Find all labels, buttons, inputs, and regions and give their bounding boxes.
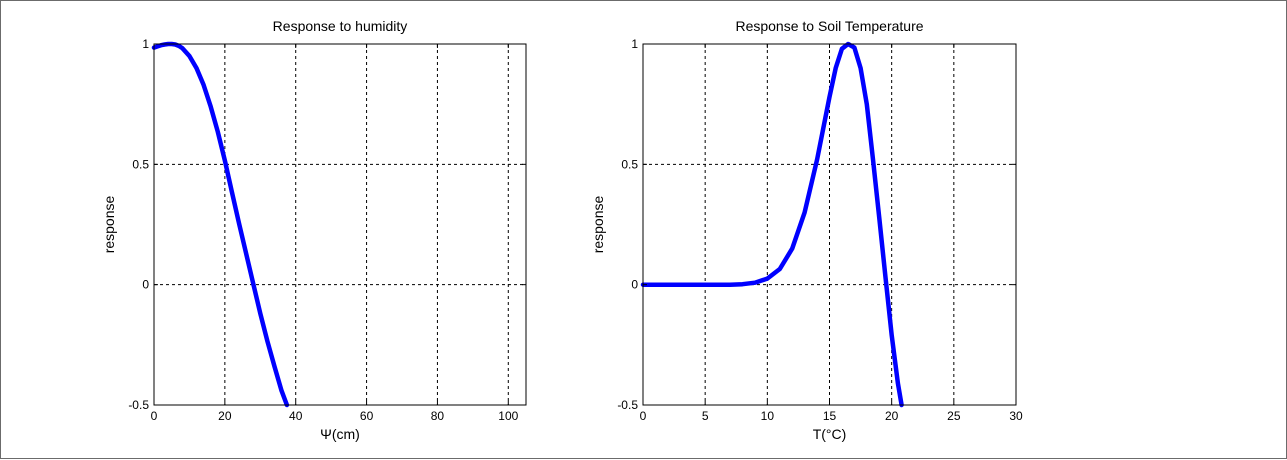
chart-1-xtick-label: 80	[431, 409, 445, 423]
chart-2-series-line	[640, 41, 904, 408]
chart-1-ytick-label: 0.5	[132, 157, 149, 171]
chart-1-xtick-label: 60	[360, 409, 374, 423]
chart-1-axes-box	[153, 43, 527, 406]
chart-2-title: Response to Soil Temperature	[735, 18, 923, 34]
chart-1-title: Response to humidity	[273, 18, 408, 34]
chart-2-xtick-label: 0	[640, 409, 647, 423]
chart-2-ytick-label: 1	[631, 37, 638, 51]
chart-2-xtick-label: 10	[761, 409, 775, 423]
chart-2-xtick-label: 30	[1009, 409, 1023, 423]
chart-2-xtick-label: 25	[947, 409, 961, 423]
chart-1-ylabel: response	[101, 195, 117, 253]
chart-1-ytick-label: 0	[142, 278, 149, 292]
chart-2-ytick-label: 0.5	[621, 157, 638, 171]
chart-1-ytick-label: -0.5	[128, 398, 149, 412]
chart-1-xtick-label: 0	[151, 409, 158, 423]
chart-2-xtick-label: 15	[823, 409, 837, 423]
chart-1-xtick-label: 20	[218, 409, 232, 423]
chart-1-xlabel: Ψ(cm)	[320, 426, 360, 442]
chart-1-ytick-label: 1	[142, 37, 149, 51]
chart-1-series-line	[151, 41, 290, 408]
chart-2-xtick-label: 20	[885, 409, 899, 423]
chart-2-ytick-label: -0.5	[617, 398, 638, 412]
chart-2-xtick-label: 5	[702, 409, 709, 423]
chart-2-xlabel: T(°C)	[813, 426, 847, 442]
chart-2-ylabel: response	[590, 195, 606, 253]
chart-1-xtick-label: 40	[289, 409, 303, 423]
chart-2-ytick-label: 0	[631, 278, 638, 292]
chart-1-xtick-label: 100	[498, 409, 518, 423]
